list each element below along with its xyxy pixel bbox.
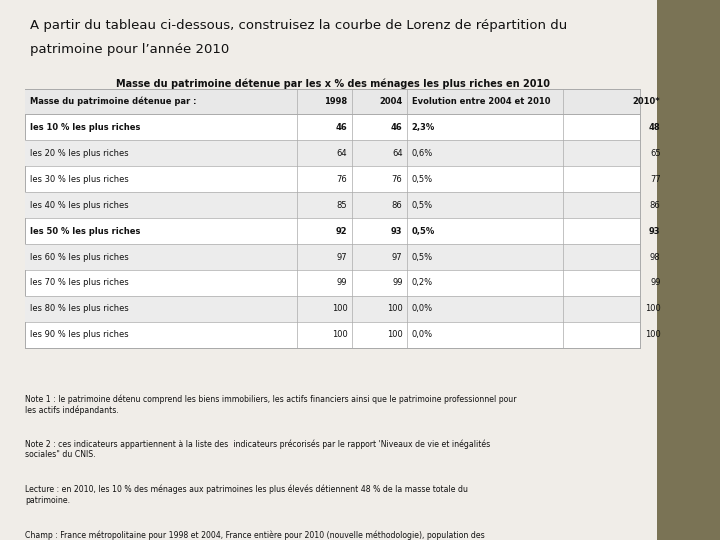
Text: 98: 98 (650, 253, 660, 261)
Text: 48: 48 (649, 123, 660, 132)
Text: les 30 % les plus riches: les 30 % les plus riches (30, 175, 128, 184)
Text: 100: 100 (332, 305, 347, 313)
Text: 46: 46 (391, 123, 402, 132)
Text: 2010*: 2010* (633, 97, 660, 106)
Text: 0,2%: 0,2% (412, 279, 433, 287)
FancyBboxPatch shape (25, 296, 640, 322)
Text: 0,6%: 0,6% (412, 149, 433, 158)
Text: 64: 64 (392, 149, 402, 158)
Text: 0,0%: 0,0% (412, 330, 433, 339)
Text: en %: en % (616, 97, 637, 106)
Text: 86: 86 (650, 201, 660, 210)
Text: 2,3%: 2,3% (412, 123, 435, 132)
FancyBboxPatch shape (25, 140, 640, 166)
Text: 0,5%: 0,5% (412, 227, 435, 235)
Text: les 20 % les plus riches: les 20 % les plus riches (30, 149, 128, 158)
Text: les 70 % les plus riches: les 70 % les plus riches (30, 279, 128, 287)
FancyBboxPatch shape (25, 192, 640, 218)
Text: Note 1 : le patrimoine détenu comprend les biens immobiliers, les actifs financi: Note 1 : le patrimoine détenu comprend l… (25, 394, 516, 415)
Text: les 80 % les plus riches: les 80 % les plus riches (30, 305, 128, 313)
Text: 46: 46 (336, 123, 347, 132)
FancyBboxPatch shape (25, 244, 640, 270)
Text: les 90 % les plus riches: les 90 % les plus riches (30, 330, 128, 339)
Text: 92: 92 (336, 227, 347, 235)
Text: 100: 100 (645, 330, 660, 339)
Text: les 50 % les plus riches: les 50 % les plus riches (30, 227, 140, 235)
Text: 0,0%: 0,0% (412, 305, 433, 313)
Text: 100: 100 (387, 330, 402, 339)
Text: 76: 76 (337, 175, 347, 184)
Text: 99: 99 (650, 279, 660, 287)
Text: 77: 77 (650, 175, 660, 184)
Text: 1998: 1998 (324, 97, 347, 106)
FancyBboxPatch shape (25, 89, 640, 114)
Text: 2004: 2004 (379, 97, 402, 106)
Text: Champ : France métropolitaine pour 1998 et 2004, France entière pour 2010 (nouve: Champ : France métropolitaine pour 1998 … (25, 530, 485, 540)
Text: 0,5%: 0,5% (412, 175, 433, 184)
Text: 85: 85 (337, 201, 347, 210)
Text: Masse du patrimoine détenue par :: Masse du patrimoine détenue par : (30, 97, 196, 106)
Text: 93: 93 (391, 227, 402, 235)
Text: 97: 97 (337, 253, 347, 261)
Text: 100: 100 (387, 305, 402, 313)
Text: les 10 % les plus riches: les 10 % les plus riches (30, 123, 140, 132)
Text: Evolution entre 2004 et 2010: Evolution entre 2004 et 2010 (412, 97, 550, 106)
Text: A partir du tableau ci-dessous, construisez la courbe de Lorenz de répartition d: A partir du tableau ci-dessous, construi… (30, 19, 567, 32)
Text: 93: 93 (649, 227, 660, 235)
Text: 99: 99 (337, 279, 347, 287)
Text: 86: 86 (392, 201, 402, 210)
Text: 97: 97 (392, 253, 402, 261)
Text: Lecture : en 2010, les 10 % des ménages aux patrimoines les plus élevés détienne: Lecture : en 2010, les 10 % des ménages … (25, 485, 468, 505)
Text: 99: 99 (392, 279, 402, 287)
Text: 100: 100 (332, 330, 347, 339)
FancyBboxPatch shape (25, 89, 640, 348)
Text: 100: 100 (645, 305, 660, 313)
Text: patrimoine pour l’année 2010: patrimoine pour l’année 2010 (30, 43, 229, 56)
Text: 65: 65 (650, 149, 660, 158)
Text: 0,5%: 0,5% (412, 201, 433, 210)
Text: 64: 64 (337, 149, 347, 158)
Text: Note 2 : ces indicateurs appartiennent à la liste des  indicateurs précorisés pa: Note 2 : ces indicateurs appartiennent à… (25, 440, 490, 460)
Text: les 60 % les plus riches: les 60 % les plus riches (30, 253, 128, 261)
Text: Masse du patrimoine détenue par les x % des ménages les plus riches en 2010: Masse du patrimoine détenue par les x % … (116, 78, 549, 89)
Text: 76: 76 (392, 175, 402, 184)
Text: les 40 % les plus riches: les 40 % les plus riches (30, 201, 128, 210)
Text: 0,5%: 0,5% (412, 253, 433, 261)
